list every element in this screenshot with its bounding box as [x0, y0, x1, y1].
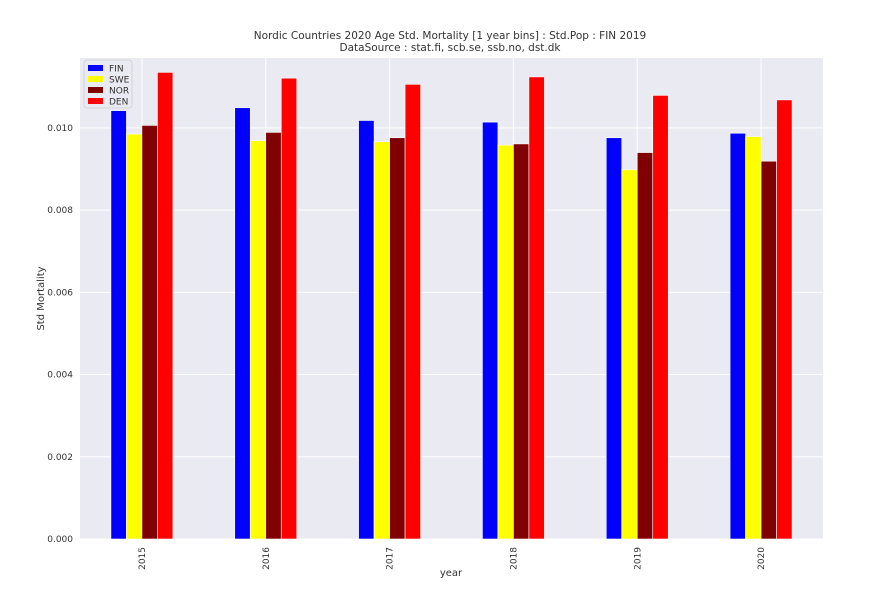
bar-swe-2020	[745, 136, 762, 540]
bar-nor-2018	[513, 143, 530, 540]
bar-den-2019	[652, 95, 669, 540]
y-tick-label: 0.000	[47, 535, 73, 545]
x-axis-label: year	[440, 568, 463, 579]
x-tick-label: 2018	[509, 547, 519, 570]
bar-fin-2015	[110, 110, 127, 540]
x-axis-ticks: 2015 2016 2017 2018 2019 2020	[138, 547, 767, 570]
legend-label-fin: FIN	[109, 65, 124, 75]
legend-label-swe: SWE	[109, 76, 130, 86]
bar-nor-2020	[760, 160, 777, 540]
y-tick-label: 0.002	[47, 453, 73, 463]
y-tick-label: 0.006	[47, 288, 73, 298]
bar-fin-2019	[605, 137, 623, 540]
bar-den-2017	[404, 84, 421, 540]
bar-fin-2018	[482, 121, 499, 540]
legend-swatch-den	[88, 98, 103, 104]
bars	[110, 72, 793, 540]
y-tick-label: 0.008	[47, 206, 73, 216]
chart-title: Nordic Countries 2020 Age Std. Mortality…	[254, 30, 646, 42]
plot-area	[80, 58, 823, 539]
x-tick-label: 2017	[386, 547, 396, 570]
bar-nor-2017	[389, 137, 406, 540]
bar-swe-2017	[373, 141, 390, 540]
bar-fin-2017	[358, 120, 375, 540]
bar-den-2016	[280, 77, 298, 540]
legend-swatch-fin	[88, 65, 103, 71]
legend-box	[83, 59, 133, 109]
y-axis-ticks: 0.000 0.002 0.004 0.006 0.008 0.010	[47, 124, 73, 545]
bar-swe-2016	[249, 140, 267, 540]
bar-den-2020	[776, 99, 793, 540]
bar-den-2018	[528, 76, 545, 540]
chart-subtitle: DataSource : stat.fi, scb.se, ssb.no, ds…	[340, 42, 562, 54]
bar-swe-2015	[126, 133, 143, 540]
legend-swatch-nor	[88, 87, 103, 93]
x-tick-label: 2015	[138, 547, 148, 570]
bar-nor-2019	[636, 152, 654, 540]
x-tick-label: 2019	[633, 547, 643, 570]
legend-label-den: DEN	[109, 98, 128, 108]
y-tick-label: 0.004	[47, 371, 73, 381]
legend-swatch-swe	[88, 76, 103, 82]
x-tick-label: 2020	[757, 547, 767, 570]
y-axis-label: Std Mortality	[36, 266, 47, 330]
bar-swe-2019	[621, 169, 638, 540]
bar-fin-2020	[729, 132, 746, 540]
bar-swe-2018	[497, 144, 514, 540]
legend-label-nor: NOR	[109, 87, 129, 97]
bar-nor-2015	[141, 125, 158, 540]
y-tick-label: 0.010	[47, 124, 73, 134]
bar-den-2015	[157, 72, 174, 540]
bar-fin-2016	[234, 107, 251, 540]
bar-nor-2016	[265, 132, 282, 540]
x-tick-label: 2016	[262, 547, 272, 570]
